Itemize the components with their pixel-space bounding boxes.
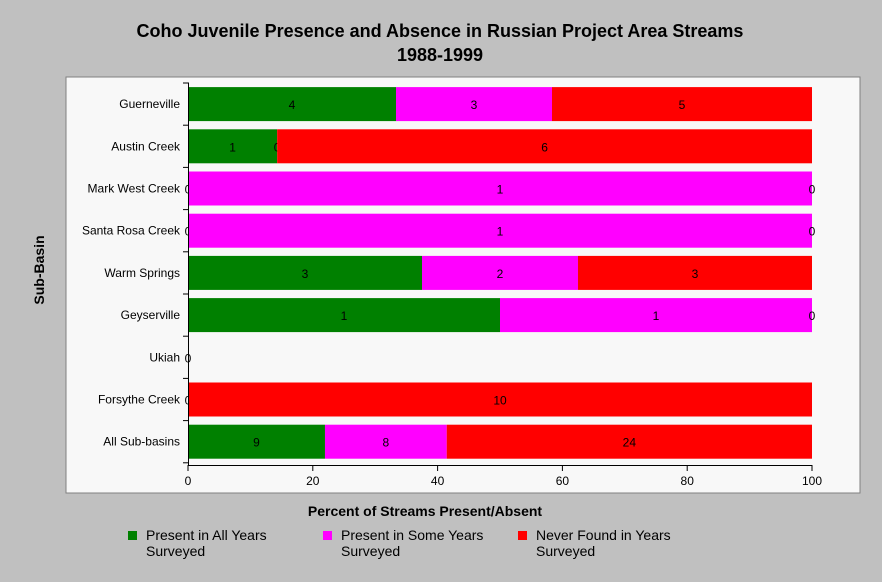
data-label: 3 xyxy=(471,98,478,112)
category-label: Geyserville xyxy=(121,308,181,322)
x-tick-label: 40 xyxy=(431,474,445,488)
bar-segment xyxy=(188,213,812,248)
data-label: 8 xyxy=(383,436,390,450)
bar-segment xyxy=(446,424,812,459)
chart-subtitle: 1988-1999 xyxy=(397,45,483,65)
data-label: 1 xyxy=(229,140,236,154)
bar-segment xyxy=(500,298,812,333)
data-label: 2 xyxy=(497,267,504,281)
legend-label: Present in All Years Surveyed xyxy=(146,527,267,559)
bars: 43510601001032311000109824 xyxy=(185,87,816,459)
legend: Present in All Years Surveyed Present in … xyxy=(0,527,882,567)
data-label: 0 xyxy=(809,309,816,323)
bar-segment xyxy=(422,255,578,290)
data-label: 1 xyxy=(497,183,504,197)
data-label: 3 xyxy=(302,267,309,281)
category-label: Warm Springs xyxy=(104,266,180,280)
category-label: Austin Creek xyxy=(111,139,181,153)
bar-segment xyxy=(277,129,813,164)
bar-segment xyxy=(552,87,812,122)
data-label: 1 xyxy=(341,309,348,323)
bar-segment xyxy=(188,87,396,122)
data-label: 1 xyxy=(497,225,504,239)
data-label: 3 xyxy=(692,267,699,281)
legend-swatch xyxy=(323,531,332,540)
category-label: Forsythe Creek xyxy=(98,393,181,407)
category-label: All Sub-basins xyxy=(103,435,180,449)
legend-label: Present in Some Years Surveyed xyxy=(341,527,484,559)
legend-swatch xyxy=(128,531,137,540)
chart-title: Coho Juvenile Presence and Absence in Ru… xyxy=(137,21,744,41)
legend-label: Never Found in Years Surveyed xyxy=(536,527,671,559)
x-tick-label: 20 xyxy=(306,474,320,488)
bar-segment xyxy=(188,298,500,333)
category-labels: Guerneville Austin Creek Mark West Creek Sa… xyxy=(82,82,189,464)
data-label: 0 xyxy=(809,183,816,197)
x-axis-label: Percent of Streams Present/Absent xyxy=(308,503,543,519)
data-label: 4 xyxy=(289,98,296,112)
category-label: Guerneville xyxy=(119,97,180,111)
bar-segment xyxy=(188,424,325,459)
legend-swatch xyxy=(518,531,527,540)
x-tick-label: 0 xyxy=(185,474,192,488)
x-tick-label: 100 xyxy=(802,474,822,488)
legend-item-present-all: Present in All Years Surveyed xyxy=(128,527,296,559)
data-label: 1 xyxy=(653,309,660,323)
legend-item-never-found: Never Found in Years Surveyed xyxy=(518,527,686,559)
x-tick-label: 60 xyxy=(556,474,570,488)
x-axis: 0 20 40 60 80 100 xyxy=(185,465,822,488)
category-label: Santa Rosa Creek xyxy=(82,224,181,238)
category-label: Ukiah xyxy=(149,350,180,364)
bar-segment xyxy=(324,424,447,459)
bar-segment xyxy=(188,129,278,164)
data-label: 10 xyxy=(493,394,507,408)
data-label: 6 xyxy=(541,140,548,154)
y-axis-label: Sub-Basin xyxy=(31,235,47,304)
legend-item-present-some: Present in Some Years Surveyed xyxy=(323,527,491,559)
x-tick-label: 80 xyxy=(681,474,695,488)
data-label: 0 xyxy=(809,225,816,239)
bar-segment xyxy=(396,87,552,122)
data-label: 24 xyxy=(623,436,637,450)
data-label: 5 xyxy=(679,98,686,112)
bar-segment xyxy=(188,255,422,290)
category-label: Mark West Creek xyxy=(88,182,181,196)
bar-segment xyxy=(188,171,812,206)
data-label: 9 xyxy=(253,436,260,450)
bar-segment xyxy=(578,255,812,290)
bar-segment xyxy=(188,382,812,417)
